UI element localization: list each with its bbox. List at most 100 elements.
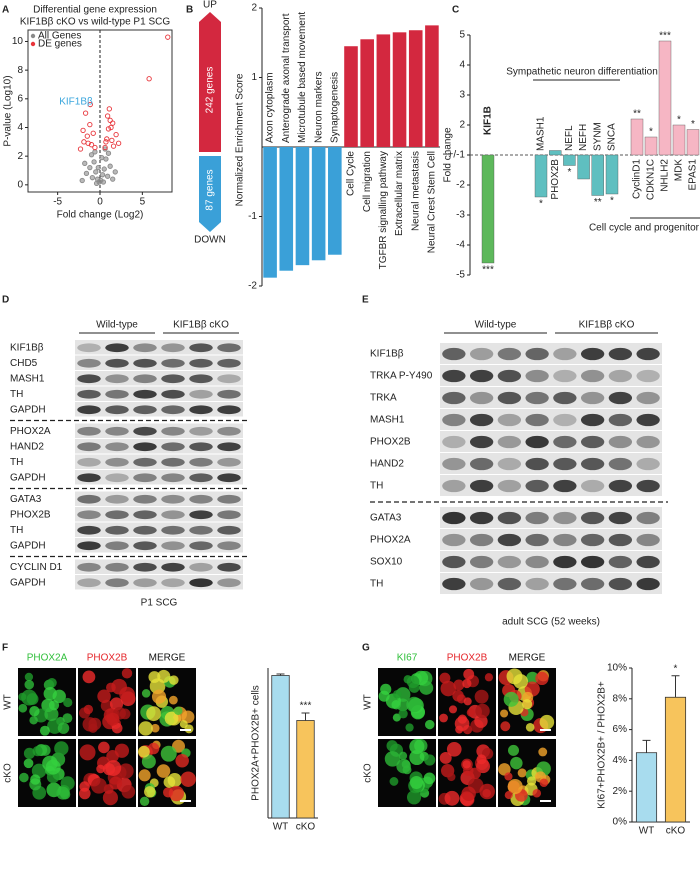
category-label: CyclinD1 (632, 159, 643, 199)
chart-subtitle: KIF1Bβ cKO vs wild-type P1 SCG (20, 17, 170, 28)
blot-band (161, 389, 185, 399)
cell (503, 691, 519, 707)
y-tick-label: 3 (459, 90, 465, 101)
channel-label: KI67 (397, 653, 418, 664)
cell (439, 713, 448, 723)
panel-letter: D (2, 295, 9, 306)
blot-band (442, 577, 466, 591)
cell (62, 713, 73, 724)
y-tick-label: 0 (17, 179, 23, 190)
blot-band (580, 347, 605, 361)
blot-band (553, 479, 577, 493)
significance: ** (633, 109, 641, 120)
category-label: Synaptogenesis (329, 72, 340, 143)
data-point (87, 101, 93, 108)
blot-band (608, 457, 633, 471)
row-label: MASH1 (10, 373, 45, 384)
blot-band (525, 391, 549, 405)
data-point (110, 120, 116, 126)
blot-band (442, 391, 466, 405)
chart-title: Differential gene expression (33, 5, 157, 16)
group-label: Wild-type (96, 320, 138, 331)
data-point (79, 177, 85, 184)
blot-band (608, 347, 633, 361)
cell (150, 723, 160, 733)
cell (114, 743, 130, 758)
cell (160, 745, 177, 762)
cell (425, 719, 435, 730)
blot-band (580, 479, 605, 493)
significance: * (610, 196, 614, 207)
cell (106, 682, 116, 693)
blot-band (525, 413, 549, 427)
cell (392, 689, 402, 699)
cell (21, 689, 38, 706)
blot-band (189, 525, 213, 535)
cell (138, 721, 153, 736)
cell (444, 790, 460, 806)
y-tick-label: 10% (607, 663, 627, 674)
cell (164, 711, 179, 726)
blot-band (133, 562, 157, 572)
cell (144, 786, 156, 798)
blot-band (161, 405, 185, 415)
cell (462, 760, 471, 769)
cell (484, 673, 494, 682)
row-label: CHD5 (10, 358, 38, 369)
blot-band (217, 426, 241, 436)
data-point (91, 159, 97, 165)
significance: * (539, 199, 543, 210)
y-tick-label: 1 (251, 72, 257, 83)
blot-band (553, 555, 577, 569)
cell (147, 742, 160, 755)
blot-band (469, 533, 494, 547)
blot-band (442, 479, 466, 493)
group-label: Cell cycle and progenitor (589, 223, 700, 234)
cell (517, 768, 527, 778)
cell (456, 694, 467, 704)
cell (32, 746, 43, 757)
x-axis-label: Fold change (Log2) (57, 210, 144, 221)
panel-letter: G (362, 643, 370, 654)
cell (96, 764, 105, 774)
data-point (93, 169, 99, 175)
row-label: SOX10 (370, 557, 403, 568)
blot-band (580, 511, 605, 525)
x-tick-label: WT (639, 826, 655, 837)
data-point (103, 139, 109, 145)
blot-band (217, 442, 241, 452)
cell (406, 790, 422, 805)
blot-band (77, 578, 101, 588)
y-tick-label: 4% (613, 755, 628, 766)
blot-band (161, 562, 185, 572)
bar (549, 150, 562, 156)
cell (141, 689, 151, 698)
blot-band (636, 511, 660, 525)
row-label: GAPDH (10, 577, 46, 588)
blot-band (442, 511, 466, 525)
cell (439, 751, 452, 764)
caption: adult SCG (52 weeks) (502, 617, 600, 628)
cell (513, 674, 529, 689)
significance: *** (300, 701, 312, 712)
cell (109, 776, 123, 790)
blot-band (133, 494, 157, 504)
row-label: TH (10, 525, 23, 536)
data-point (113, 132, 119, 138)
panel-letter: B (186, 5, 193, 16)
cell (54, 741, 69, 756)
significance: * (691, 119, 695, 130)
blot-band (442, 555, 466, 569)
blot-band (525, 479, 549, 493)
cell (24, 679, 35, 690)
blot-band (497, 347, 522, 361)
blot-band (217, 473, 241, 483)
data-point (146, 76, 152, 82)
bar (295, 147, 310, 266)
bar (279, 147, 294, 271)
significance: * (649, 127, 653, 138)
panel-letter: C (452, 5, 459, 16)
blot-band (442, 413, 466, 427)
category-label: NHLH2 (660, 159, 671, 192)
data-point (103, 156, 109, 162)
